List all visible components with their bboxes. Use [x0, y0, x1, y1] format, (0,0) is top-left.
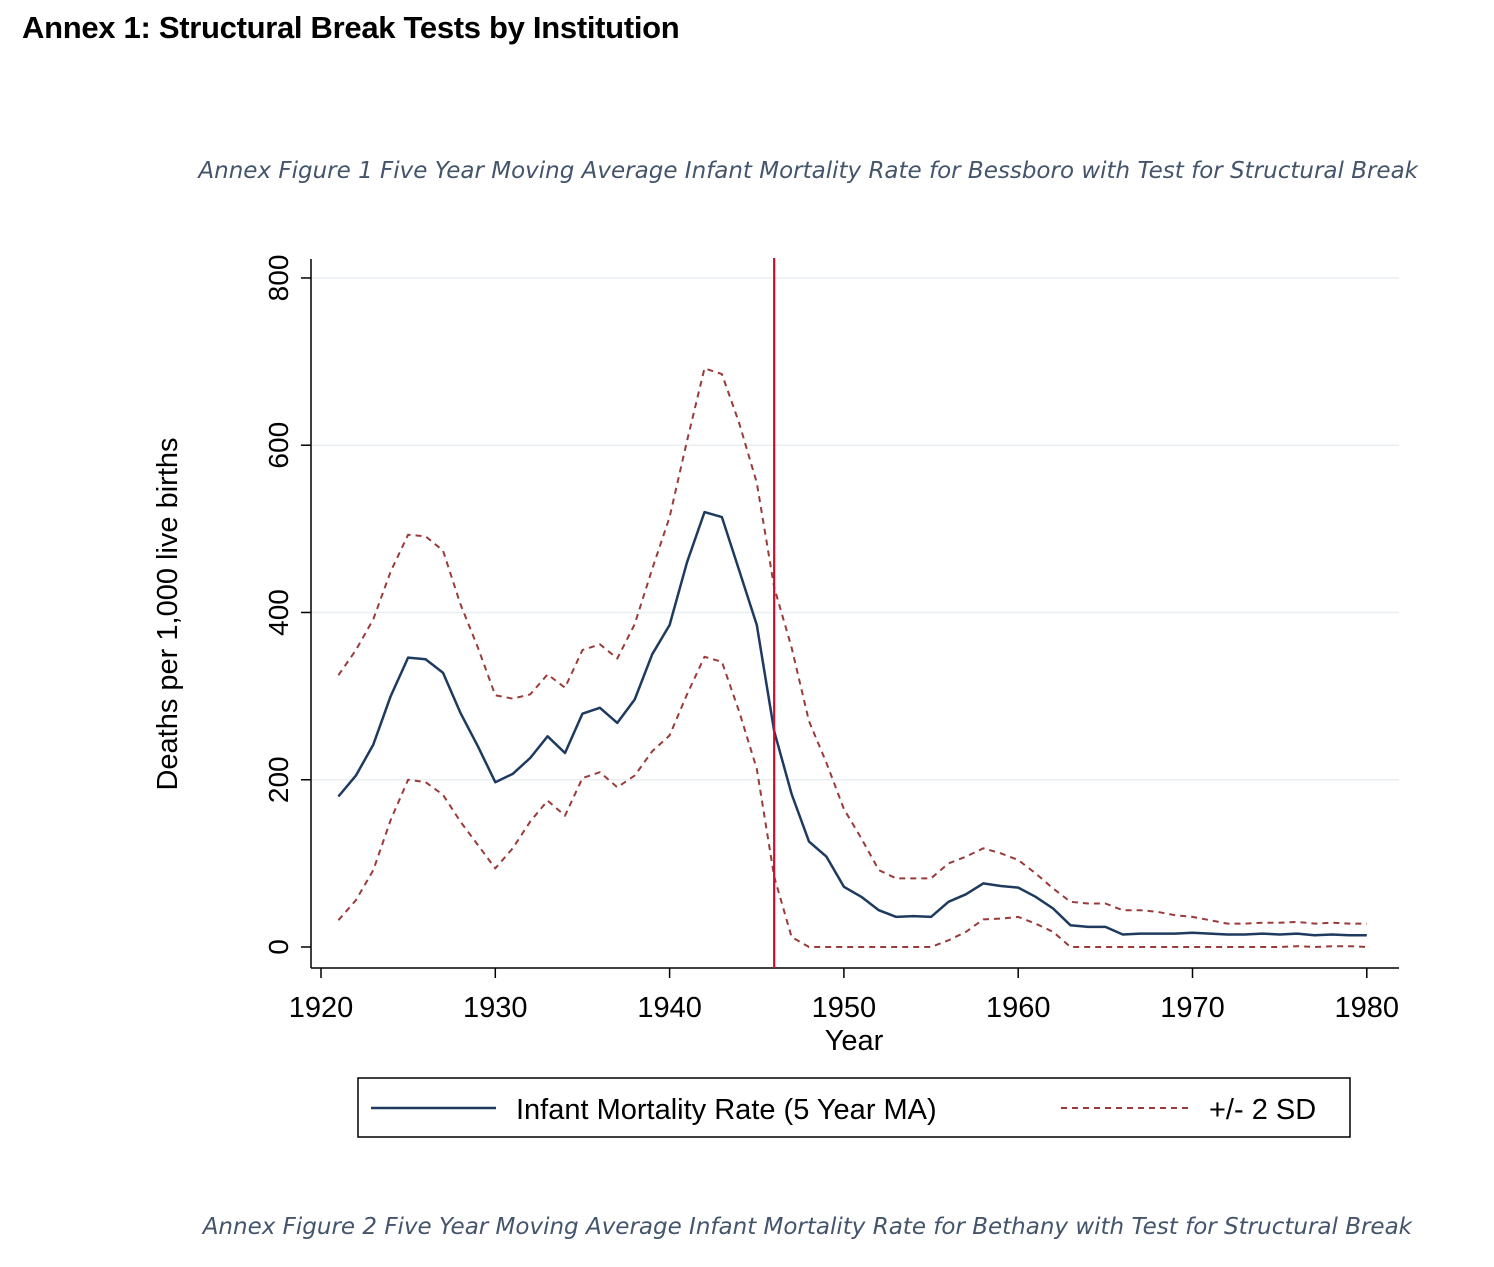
series	[337, 367, 1367, 948]
y-tick-label-200: 200	[263, 756, 294, 803]
figure-caption-2: Annex Figure 2 Five Year Moving Average …	[202, 1214, 1412, 1240]
axes	[310, 259, 1399, 969]
x-tick-label-1920: 1920	[289, 992, 354, 1024]
y-tick-label-0: 0	[263, 939, 294, 955]
gridlines	[311, 277, 1399, 781]
series-infant-mortality	[337, 510, 1367, 937]
series-lower-band	[337, 655, 1367, 948]
section-heading: Annex 1: Structural Break Tests by Insti…	[22, 10, 680, 45]
x-tick-label-1960: 1960	[986, 992, 1051, 1024]
y-axis-label: Deaths per 1,000 live births	[152, 437, 184, 790]
y-tick-label-600: 600	[263, 422, 294, 469]
legend-label-main: Infant Mortality Rate (5 Year MA)	[516, 1094, 937, 1126]
x-axis-label: Year	[825, 1025, 884, 1057]
x-tick-label-1970: 1970	[1160, 992, 1225, 1024]
x-tick-label-1950: 1950	[812, 992, 877, 1024]
x-tick-label-1980: 1980	[1335, 992, 1400, 1024]
chart-panel: 0 200 400 600 800 1920 1930 1940 1950 1960 1970 198…	[115, 224, 1431, 1184]
series-upper-band	[337, 367, 1367, 925]
x-tick-label-1940: 1940	[637, 992, 702, 1024]
y-tick-label-400: 400	[263, 589, 294, 636]
legend-label-band: +/- 2 SD	[1209, 1094, 1316, 1126]
line-chart: 0 200 400 600 800 1920 1930 1940 1950 1960 1970 198…	[152, 255, 1399, 1138]
y-tick-label-800: 800	[263, 255, 294, 302]
figure-caption-1: Annex Figure 1 Five Year Moving Average …	[198, 158, 1418, 184]
legend: Infant Mortality Rate (5 Year MA) +/- 2 …	[357, 1077, 1351, 1138]
x-tick-label-1930: 1930	[463, 992, 528, 1024]
axis-ticks: 0 200 400 600 800 1920 1930 1940 1950 1960 1970 198…	[263, 255, 1399, 1024]
